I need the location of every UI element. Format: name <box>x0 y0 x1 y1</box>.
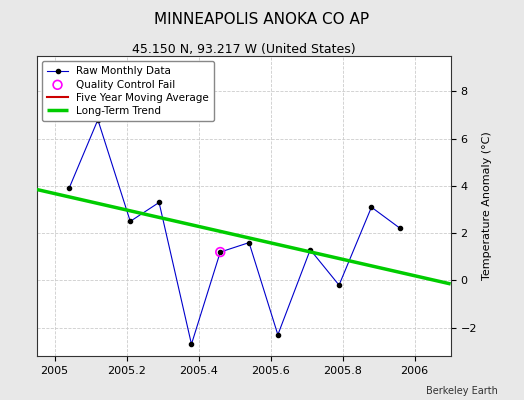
Raw Monthly Data <box>397 226 403 231</box>
Legend: Raw Monthly Data, Quality Control Fail, Five Year Moving Average, Long-Term Tren: Raw Monthly Data, Quality Control Fail, … <box>42 61 214 121</box>
Raw Monthly Data <box>307 247 313 252</box>
Raw Monthly Data <box>275 332 281 337</box>
Raw Monthly Data <box>127 219 134 224</box>
Text: MINNEAPOLIS ANOKA CO AP: MINNEAPOLIS ANOKA CO AP <box>155 12 369 27</box>
Raw Monthly Data <box>368 205 375 210</box>
Raw Monthly Data <box>246 240 252 245</box>
Y-axis label: Temperature Anomaly (°C): Temperature Anomaly (°C) <box>483 132 493 280</box>
Raw Monthly Data <box>217 250 223 254</box>
Line: Raw Monthly Data: Raw Monthly Data <box>67 118 402 346</box>
Quality Control Fail <box>216 249 224 255</box>
Title: 45.150 N, 93.217 W (United States): 45.150 N, 93.217 W (United States) <box>132 43 355 56</box>
Raw Monthly Data <box>188 342 194 346</box>
Text: Berkeley Earth: Berkeley Earth <box>426 386 498 396</box>
Raw Monthly Data <box>336 283 342 288</box>
Raw Monthly Data <box>156 200 162 205</box>
Raw Monthly Data <box>95 117 101 122</box>
Raw Monthly Data <box>66 186 72 191</box>
